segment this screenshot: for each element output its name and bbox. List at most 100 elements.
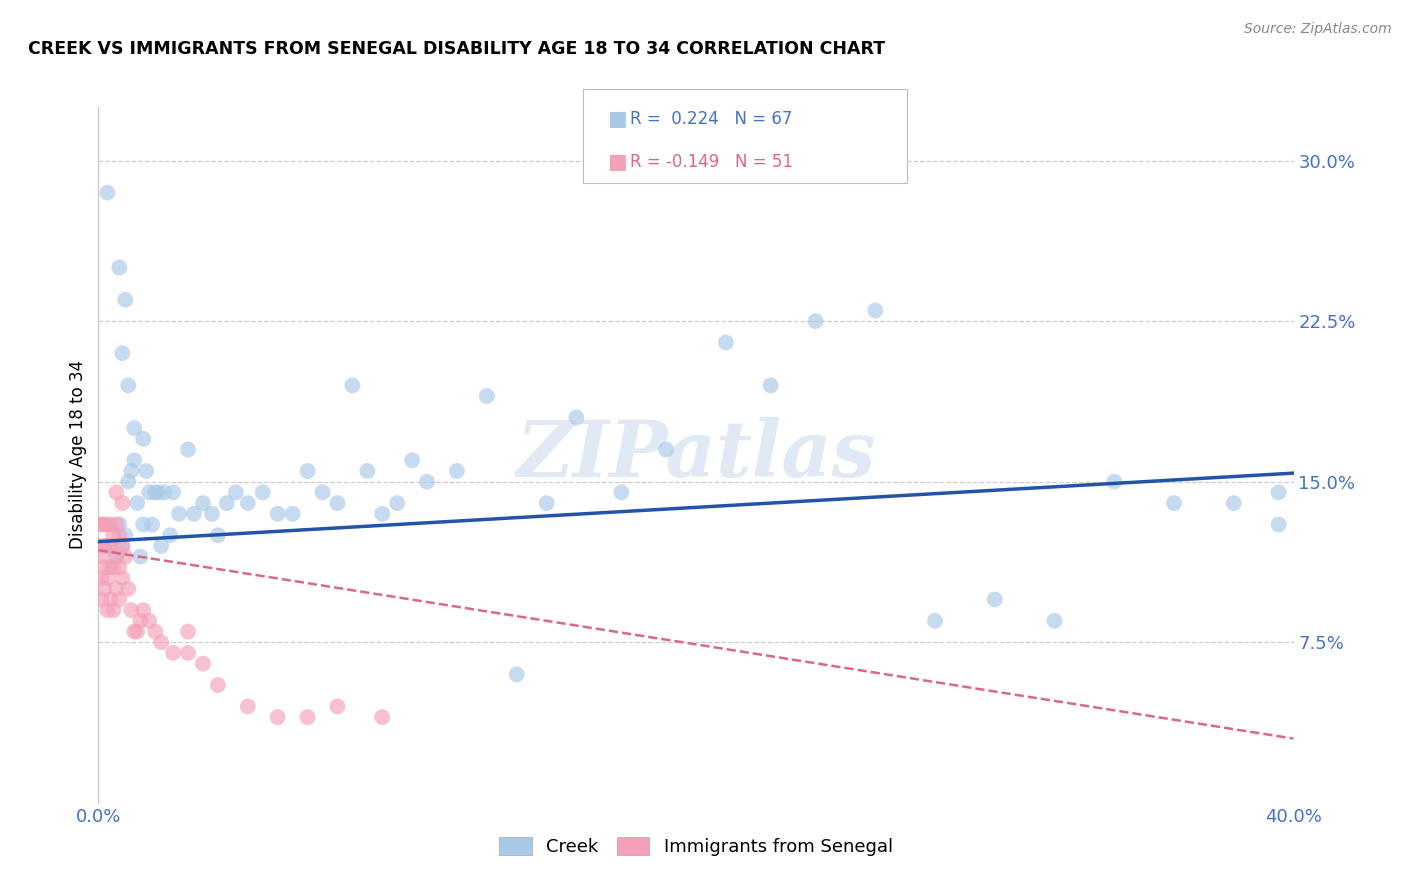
Point bbox=[90, 571, 112, 585]
Point bbox=[162, 646, 184, 660]
Point bbox=[103, 560, 125, 574]
Point bbox=[111, 539, 134, 553]
Point bbox=[93, 582, 115, 596]
Point bbox=[135, 464, 157, 478]
Point bbox=[475, 389, 498, 403]
Point bbox=[236, 496, 259, 510]
Point bbox=[610, 485, 633, 500]
Point bbox=[159, 528, 181, 542]
Point bbox=[804, 314, 827, 328]
Point bbox=[150, 539, 173, 553]
Point bbox=[90, 517, 112, 532]
Point bbox=[129, 549, 152, 564]
Point bbox=[143, 485, 166, 500]
Point bbox=[167, 507, 190, 521]
Point bbox=[536, 496, 558, 510]
Point bbox=[267, 507, 290, 521]
Point bbox=[93, 560, 115, 574]
Point bbox=[124, 624, 146, 639]
Point bbox=[114, 549, 136, 564]
Point bbox=[105, 485, 128, 500]
Point bbox=[714, 335, 737, 350]
Point bbox=[1043, 614, 1066, 628]
Text: ZIPatlas: ZIPatlas bbox=[516, 417, 876, 493]
Point bbox=[326, 496, 349, 510]
Point bbox=[506, 667, 529, 681]
Point bbox=[98, 592, 122, 607]
Point bbox=[138, 614, 160, 628]
Point bbox=[342, 378, 364, 392]
Point bbox=[129, 614, 152, 628]
Point bbox=[401, 453, 423, 467]
Point bbox=[98, 539, 122, 553]
Point bbox=[215, 496, 238, 510]
Point bbox=[297, 464, 319, 478]
Point bbox=[108, 517, 131, 532]
Point bbox=[1267, 517, 1289, 532]
Point bbox=[111, 571, 134, 585]
Point bbox=[191, 496, 214, 510]
Point bbox=[120, 603, 142, 617]
Point bbox=[124, 421, 146, 435]
Point bbox=[1163, 496, 1185, 510]
Point bbox=[984, 592, 1007, 607]
Point bbox=[252, 485, 274, 500]
Point bbox=[127, 496, 149, 510]
Point bbox=[207, 678, 229, 692]
Point bbox=[153, 485, 176, 500]
Point bbox=[87, 539, 110, 553]
Point bbox=[111, 346, 134, 360]
Point bbox=[207, 528, 229, 542]
Point bbox=[385, 496, 409, 510]
Point bbox=[297, 710, 319, 724]
Point bbox=[1223, 496, 1246, 510]
Point bbox=[117, 378, 139, 392]
Point bbox=[1267, 485, 1289, 500]
Point bbox=[565, 410, 588, 425]
Point bbox=[117, 582, 139, 596]
Legend: Creek, Immigrants from Senegal: Creek, Immigrants from Senegal bbox=[492, 830, 900, 863]
Point bbox=[120, 464, 142, 478]
Point bbox=[1104, 475, 1126, 489]
Point bbox=[924, 614, 946, 628]
Point bbox=[326, 699, 349, 714]
Point bbox=[281, 507, 304, 521]
Point bbox=[132, 432, 155, 446]
Point bbox=[371, 507, 394, 521]
Point bbox=[96, 517, 118, 532]
Point bbox=[356, 464, 378, 478]
Point bbox=[105, 549, 128, 564]
Point bbox=[177, 442, 200, 457]
Point bbox=[132, 603, 155, 617]
Point bbox=[90, 592, 112, 607]
Point bbox=[191, 657, 214, 671]
Point bbox=[141, 517, 163, 532]
Point bbox=[96, 603, 118, 617]
Point bbox=[93, 539, 115, 553]
Point bbox=[105, 549, 128, 564]
Point bbox=[108, 592, 131, 607]
Point bbox=[108, 260, 131, 275]
Point bbox=[311, 485, 333, 500]
Point bbox=[111, 539, 134, 553]
Point bbox=[96, 571, 118, 585]
Text: Source: ZipAtlas.com: Source: ZipAtlas.com bbox=[1244, 22, 1392, 37]
Text: ■: ■ bbox=[607, 153, 627, 172]
Point bbox=[162, 485, 184, 500]
Point bbox=[236, 699, 259, 714]
Point bbox=[267, 710, 290, 724]
Point bbox=[416, 475, 439, 489]
Point bbox=[105, 582, 128, 596]
Point bbox=[98, 517, 122, 532]
Point bbox=[108, 528, 131, 542]
Point bbox=[105, 517, 128, 532]
Point bbox=[117, 475, 139, 489]
Point bbox=[655, 442, 678, 457]
Point bbox=[177, 646, 200, 660]
Point bbox=[96, 186, 118, 200]
Point bbox=[865, 303, 887, 318]
Text: R =  0.224   N = 67: R = 0.224 N = 67 bbox=[630, 110, 792, 128]
Point bbox=[87, 517, 110, 532]
Point bbox=[103, 603, 125, 617]
Point bbox=[201, 507, 224, 521]
